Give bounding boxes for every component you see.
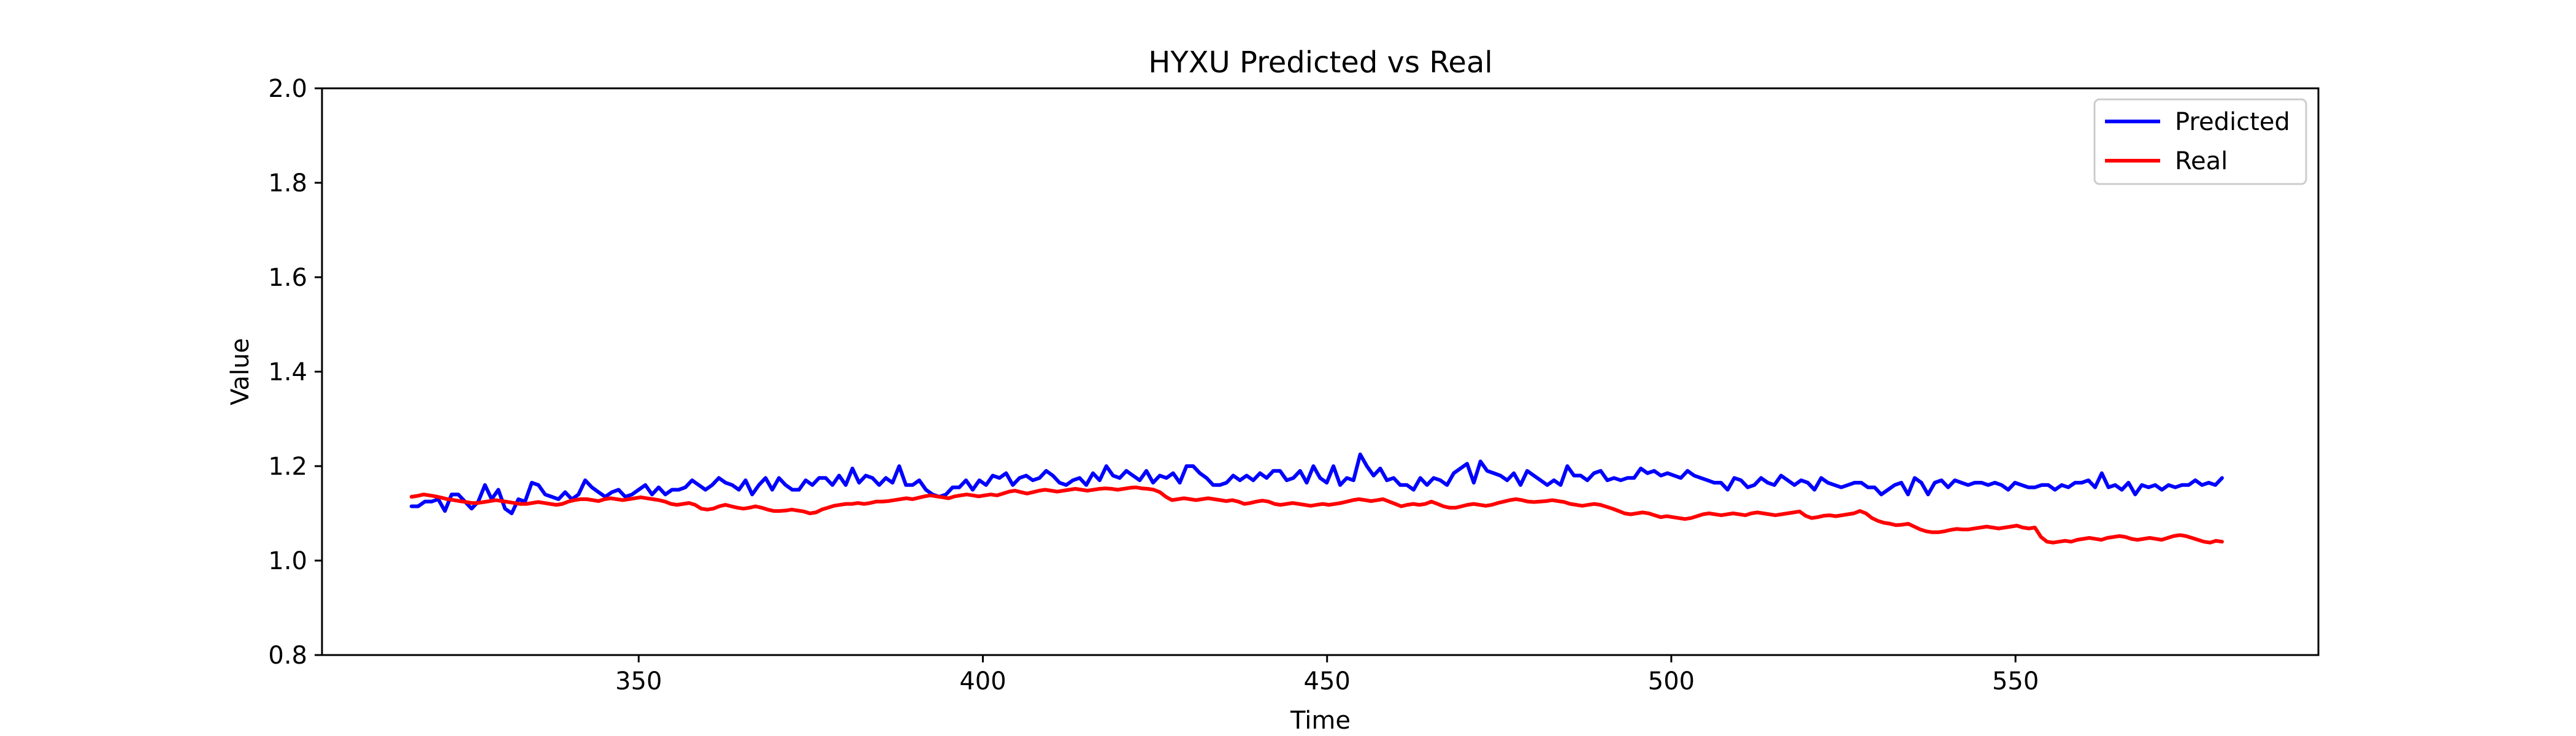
series-line-real (409, 485, 2224, 545)
y-axis: 0.8 1.0 1.2 1.4 1.6 1.8 2.0 (268, 75, 322, 670)
legend-label-predicted: Predicted (2175, 108, 2290, 136)
x-tick-label-450: 450 (1304, 667, 1351, 696)
y-tick-label-1.4: 1.4 (268, 358, 307, 386)
series-layer (409, 452, 2224, 545)
legend-label-real: Real (2175, 147, 2228, 175)
y-axis-label: Value (226, 338, 255, 405)
y-tick-label-1.2: 1.2 (268, 453, 307, 481)
chart-title: HYXU Predicted vs Real (1148, 45, 1492, 80)
x-tick-label-350: 350 (615, 667, 662, 696)
x-tick-label-550: 550 (1992, 667, 2039, 696)
series-line-predicted (409, 452, 2224, 515)
x-axis: 350 400 450 500 550 (615, 655, 2039, 696)
x-axis-label: Time (1290, 707, 1351, 735)
legend: Predicted Real (2093, 98, 2307, 185)
y-tick-label-1: 1.0 (268, 547, 307, 575)
y-tick-label-1.8: 1.8 (268, 169, 307, 197)
x-tick-label-400: 400 (959, 667, 1006, 696)
y-tick-label-0.8: 0.8 (268, 642, 307, 670)
y-tick-label-2: 2.0 (268, 75, 307, 103)
y-tick-label-1.6: 1.6 (268, 264, 307, 292)
x-tick-label-500: 500 (1648, 667, 1695, 696)
